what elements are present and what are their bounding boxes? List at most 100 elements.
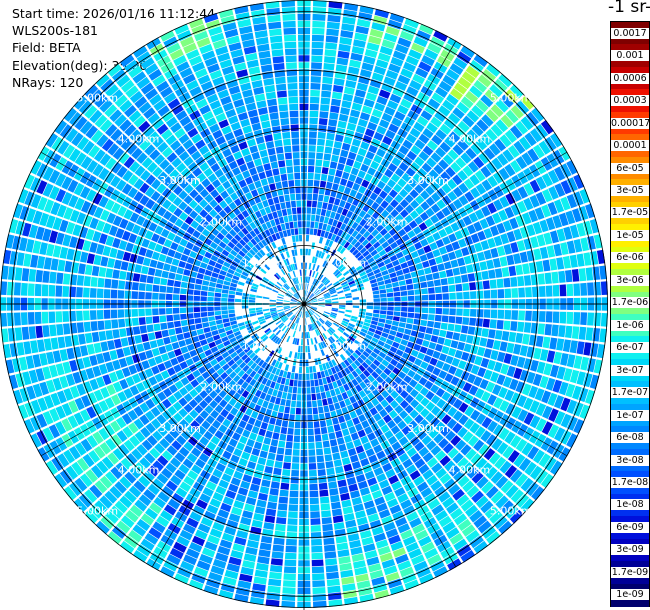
- range-gate: [428, 428, 439, 439]
- range-gate: [259, 542, 272, 551]
- range-gate: [284, 194, 290, 202]
- range-gate: [318, 302, 325, 304]
- range-gate: [249, 370, 257, 378]
- range-gate: [161, 485, 174, 498]
- range-gate: [325, 254, 331, 261]
- range-gate: [226, 272, 234, 279]
- range-gate: [372, 379, 380, 388]
- range-gate: [430, 335, 439, 343]
- range-gate: [154, 331, 163, 339]
- range-gate: [272, 226, 279, 234]
- range-gate: [171, 440, 182, 451]
- range-gate: [373, 413, 382, 422]
- range-gate: [118, 357, 128, 368]
- range-gate: [309, 497, 319, 505]
- range-gate: [401, 306, 408, 312]
- range-gate: [140, 538, 155, 551]
- range-gate: [268, 365, 274, 373]
- range-gate: [335, 134, 344, 142]
- range-gate: [445, 269, 454, 277]
- range-gate: [188, 17, 204, 29]
- range-gate: [340, 178, 348, 186]
- range-gate: [398, 162, 409, 172]
- range-gate: [247, 359, 254, 367]
- range-gate: [290, 476, 299, 484]
- range-gate: [329, 161, 338, 169]
- range-gate: [167, 180, 178, 191]
- range-gate: [206, 93, 219, 104]
- range-gate: [580, 237, 590, 252]
- range-gate: [413, 373, 422, 382]
- range-gate: [469, 85, 483, 98]
- range-gate: [545, 217, 556, 231]
- range-gate: [179, 179, 189, 189]
- range-gate: [307, 310, 312, 316]
- range-gate: [397, 371, 407, 380]
- range-gate: [395, 517, 408, 527]
- range-gate: [209, 281, 216, 288]
- range-gate: [382, 135, 393, 146]
- range-gate: [320, 230, 326, 238]
- range-gate: [337, 371, 344, 379]
- range-gate: [421, 307, 429, 314]
- range-gate: [419, 211, 429, 221]
- range-gate: [288, 386, 293, 393]
- range-gate: [158, 345, 167, 355]
- range-gate: [163, 560, 178, 572]
- range-gate: [308, 309, 313, 315]
- range-gate: [385, 129, 396, 140]
- range-gate: [151, 251, 160, 261]
- range-gate: [161, 146, 173, 158]
- range-gate: [165, 308, 173, 315]
- range-gate: [585, 203, 596, 219]
- range-gate: [178, 151, 190, 162]
- range-gate: [335, 535, 348, 544]
- range-gate: [332, 417, 339, 425]
- range-gate: [1, 328, 9, 343]
- range-gate: [419, 419, 429, 429]
- range-gate: [269, 445, 277, 454]
- range-gate: [210, 163, 221, 173]
- range-gate: [318, 125, 327, 133]
- range-gate: [344, 292, 352, 297]
- range-gate: [414, 295, 422, 301]
- range-gate: [313, 372, 318, 380]
- range-gate: [349, 395, 357, 404]
- range-gate: [337, 549, 350, 558]
- range-gate: [502, 446, 515, 459]
- range-gate: [390, 325, 398, 332]
- range-gate: [356, 580, 371, 590]
- range-gate: [384, 492, 396, 502]
- range-gate: [157, 491, 170, 503]
- range-gate: [397, 104, 409, 115]
- range-gate: [531, 486, 545, 501]
- range-gate: [517, 409, 529, 422]
- range-gate: [12, 203, 23, 219]
- range-gate: [473, 221, 483, 232]
- range-gate: [573, 283, 581, 296]
- range-gate: [566, 399, 578, 414]
- range-gate: [374, 589, 390, 600]
- range-gate: [258, 107, 268, 116]
- range-gate: [154, 243, 163, 253]
- range-gate: [252, 335, 260, 342]
- range-gate: [502, 149, 515, 162]
- range-gate: [345, 80, 357, 89]
- range-gate: [320, 370, 326, 378]
- range-gate: [257, 233, 264, 241]
- range-gate: [507, 145, 520, 158]
- range-gate: [183, 42, 197, 54]
- range-gate: [454, 349, 463, 359]
- range-gate: [313, 322, 318, 329]
- range-gate: [417, 332, 425, 339]
- range-gate: [191, 24, 206, 35]
- range-gate: [447, 447, 459, 459]
- range-gate: [324, 294, 331, 298]
- range-gate: [312, 263, 316, 271]
- range-gate: [114, 94, 128, 108]
- range-gate: [385, 262, 394, 270]
- range-gate: [347, 277, 354, 283]
- range-gate: [350, 432, 359, 441]
- range-gate: [359, 487, 371, 496]
- range-gate: [79, 369, 89, 382]
